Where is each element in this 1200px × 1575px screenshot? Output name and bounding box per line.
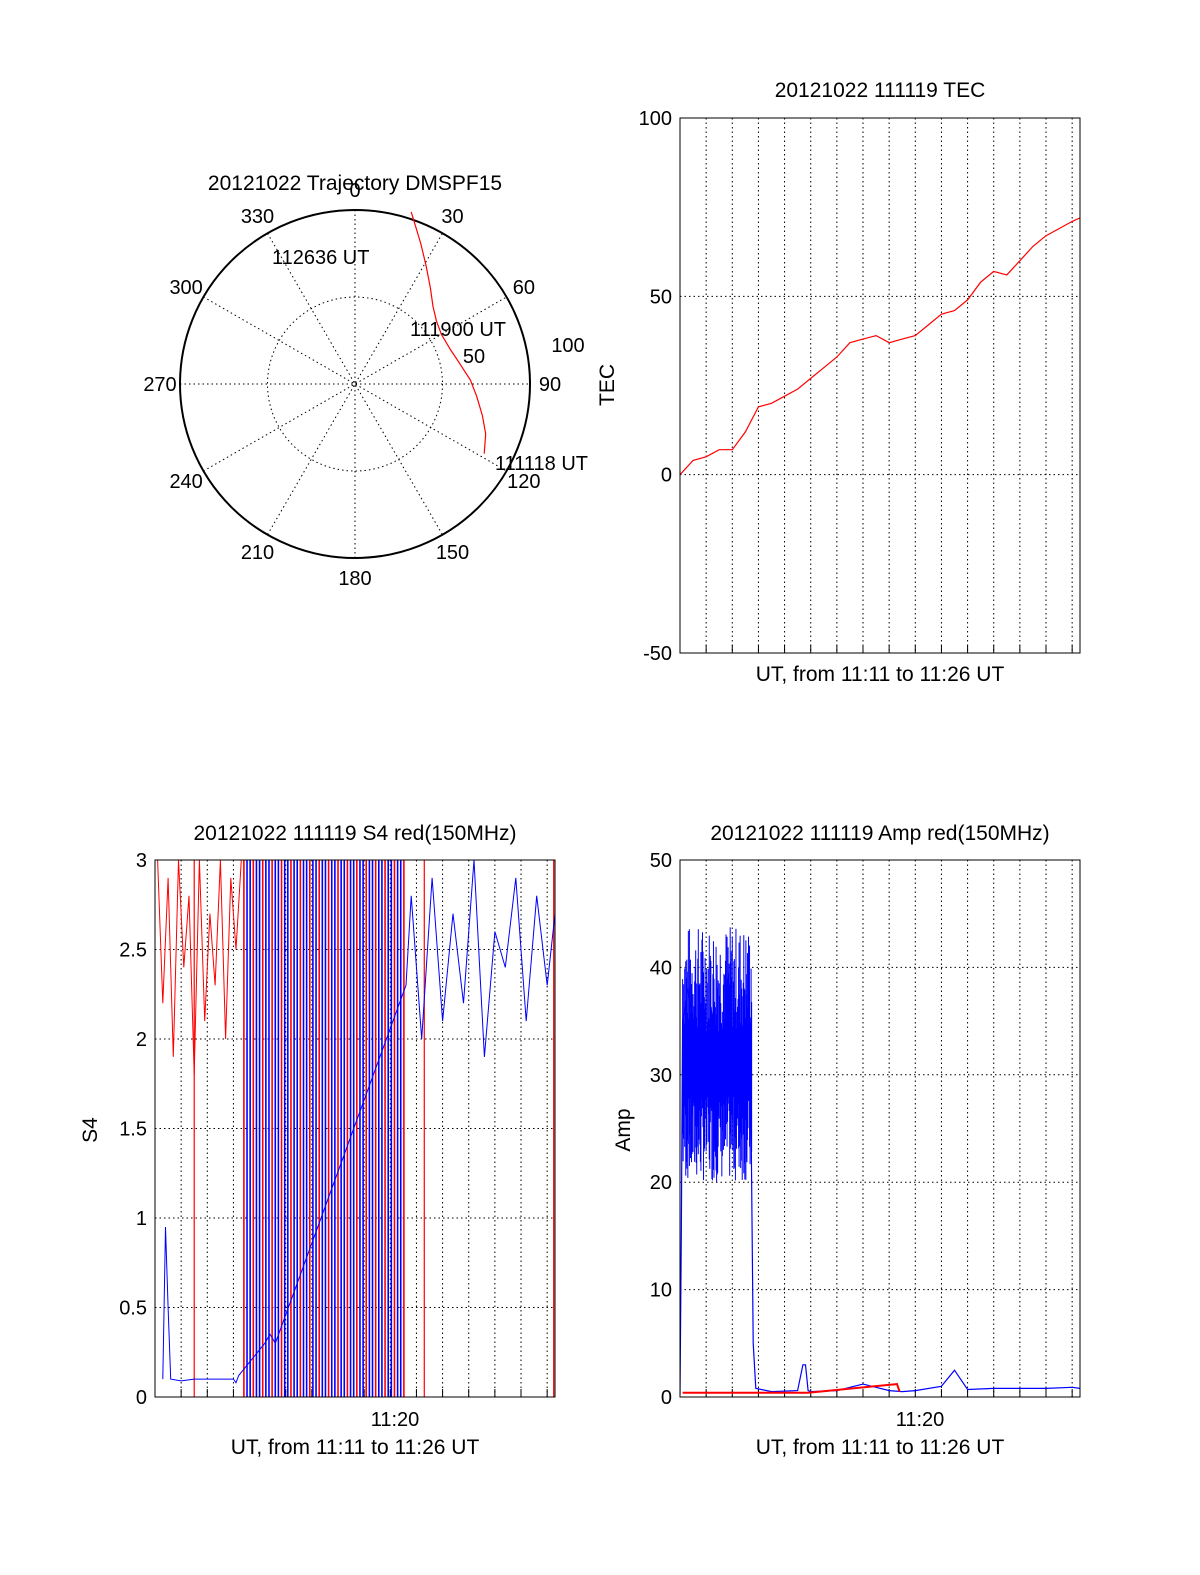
s4-chart: 20121022 111119 S4 red(150MHz) 0 0.5 1 1.5 2…: [79, 822, 556, 1459]
angle-label-120: 120: [507, 471, 540, 493]
tec-series-line: [680, 217, 1080, 476]
s4-x-axis-label: UT, from 11:11 to 11:26 UT: [231, 1436, 480, 1459]
s4-ytick-2: 1: [136, 1208, 147, 1230]
angle-label-0: 0: [349, 180, 360, 202]
amp-ytick-3: 30: [650, 1065, 672, 1087]
s4-x-tick-label: 11:20: [371, 1409, 420, 1431]
tec-chart: 20121022 111119 TEC -50 0 50 100 TEC UT, fr…: [596, 79, 1081, 686]
amp-ytick-5: 50: [650, 850, 672, 872]
amp-y-axis-label: Amp: [612, 1108, 635, 1151]
s4-red-series-line: [157, 860, 242, 1075]
amp-red-series-line: [682, 1383, 901, 1394]
trajectory-line: [410, 211, 487, 454]
tec-ytick-1: 0: [661, 465, 672, 487]
trajectory-mid-label: 111900 UT: [410, 319, 506, 341]
trajectory-end-label: 112636 UT: [272, 247, 369, 269]
s4-y-tick-labels: 0 0.5 1 1.5 2 2.5 3: [119, 850, 147, 1409]
angle-label-180: 180: [338, 568, 371, 590]
s4-y-axis-label: S4: [79, 1117, 102, 1143]
s4-ytick-1: 0.5: [119, 1298, 147, 1320]
s4-blue-series-line: [162, 860, 555, 1384]
angle-label-270: 270: [143, 374, 176, 396]
polar-trajectory-chart: 20121022 Trajectory DMSPF15 0 30 60 90 120 15…: [143, 172, 588, 590]
s4-grid: [155, 859, 555, 1398]
amp-y-tick-labels: 0 10 20 30 40 50: [650, 850, 672, 1409]
polar-angle-labels: 0 30 60 90 120 150 180 210 240 270 300 330: [143, 180, 561, 590]
polar-grid: [180, 210, 530, 558]
s4-ytick-0: 0: [136, 1387, 147, 1409]
tec-ytick-3: 100: [639, 108, 672, 130]
amp-ytick-0: 0: [661, 1387, 672, 1409]
tec-y-tick-labels: -50 0 50 100: [639, 108, 672, 665]
angle-label-210: 210: [241, 542, 274, 564]
radial-label-50: 50: [463, 346, 485, 368]
tec-ytick-2: 50: [650, 286, 672, 308]
angle-label-60: 60: [513, 277, 535, 299]
amp-blue-series-line: [680, 988, 1080, 1394]
amp-plot-frame: [679, 859, 1081, 1398]
amp-x-tick-label: 11:20: [896, 1409, 945, 1431]
angle-label-240: 240: [169, 471, 202, 493]
tec-grid: [680, 117, 1080, 654]
angle-label-330: 330: [241, 206, 274, 228]
s4-ytick-6: 3: [136, 850, 147, 872]
s4-ytick-4: 2: [136, 1029, 147, 1051]
s4-spikes: [193, 860, 555, 1397]
tec-ytick-0: -50: [643, 643, 672, 665]
tec-x-axis-label: UT, from 11:11 to 11:26 UT: [756, 663, 1005, 686]
polar-outer-circle: [179, 209, 531, 559]
polar-chart-title: 20121022 Trajectory DMSPF15: [208, 172, 502, 195]
amp-chart: 20121022 111119 Amp red(150MHz) 0 10 20 30 4…: [612, 822, 1081, 1459]
tec-y-axis-label: TEC: [596, 364, 619, 406]
amp-chart-title: 20121022 111119 Amp red(150MHz): [710, 822, 1049, 845]
angle-label-150: 150: [436, 542, 469, 564]
s4-ytick-3: 1.5: [119, 1119, 147, 1141]
amp-x-axis-label: UT, from 11:11 to 11:26 UT: [756, 1436, 1005, 1459]
angle-label-300: 300: [169, 277, 202, 299]
s4-plot-frame: [154, 859, 556, 1398]
radial-label-100: 100: [551, 335, 584, 357]
s4-chart-title: 20121022 111119 S4 red(150MHz): [194, 822, 517, 845]
amp-spikes: [682, 927, 753, 1183]
angle-label-90: 90: [539, 374, 561, 396]
tec-chart-title: 20121022 111119 TEC: [775, 79, 986, 102]
tec-plot-frame: [679, 117, 1081, 654]
amp-ytick-1: 10: [650, 1280, 672, 1302]
angle-label-30: 30: [441, 206, 463, 228]
trajectory-start-label: 111118 UT: [495, 453, 588, 475]
amp-ytick-2: 20: [650, 1172, 672, 1194]
s4-ytick-5: 2.5: [119, 940, 147, 962]
amp-ytick-4: 40: [650, 957, 672, 979]
